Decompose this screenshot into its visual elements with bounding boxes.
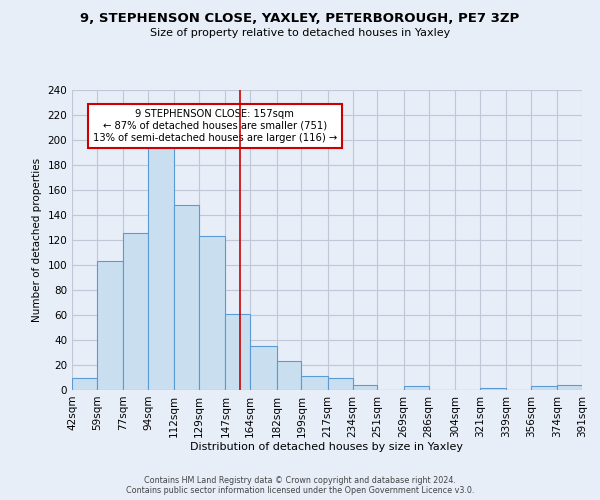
Text: Size of property relative to detached houses in Yaxley: Size of property relative to detached ho… (150, 28, 450, 38)
Bar (123, 232, 148, 390)
Bar (328, 378, 353, 390)
Text: Contains HM Land Registry data © Crown copyright and database right 2024.
Contai: Contains HM Land Registry data © Crown c… (126, 476, 474, 495)
Bar (199, 236, 226, 390)
Bar (557, 385, 582, 390)
Bar (72, 378, 97, 390)
Y-axis label: Number of detached properties: Number of detached properties (32, 158, 42, 322)
Bar (531, 386, 557, 390)
Bar (226, 314, 250, 390)
Bar (174, 205, 199, 390)
Bar (148, 141, 174, 390)
Bar (353, 385, 377, 390)
Text: 9, STEPHENSON CLOSE, YAXLEY, PETERBOROUGH, PE7 3ZP: 9, STEPHENSON CLOSE, YAXLEY, PETERBOROUG… (80, 12, 520, 26)
Bar (97, 261, 123, 390)
Bar (480, 388, 506, 390)
Bar (250, 346, 277, 390)
Bar (404, 386, 428, 390)
Text: 9 STEPHENSON CLOSE: 157sqm
← 87% of detached houses are smaller (751)
13% of sem: 9 STEPHENSON CLOSE: 157sqm ← 87% of deta… (92, 110, 337, 142)
Text: Distribution of detached houses by size in Yaxley: Distribution of detached houses by size … (191, 442, 464, 452)
Bar (301, 376, 328, 390)
Bar (277, 361, 301, 390)
